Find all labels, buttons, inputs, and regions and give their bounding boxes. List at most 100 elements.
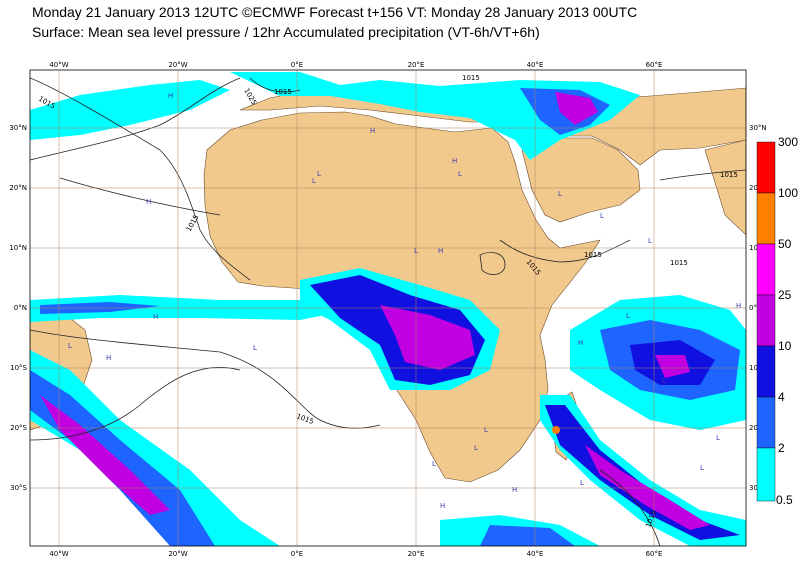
precip-atlantic-south-heavy bbox=[40, 395, 170, 515]
pressure-center: H bbox=[146, 198, 151, 206]
precip-congo-heavy bbox=[380, 305, 475, 370]
isobar-label: 1015 bbox=[584, 251, 602, 259]
field-subtitle: Surface: Mean sea level pressure / 12hr … bbox=[32, 24, 540, 40]
lon-label: 0°E bbox=[291, 61, 303, 69]
isobar bbox=[599, 469, 661, 546]
precip-mozambique-core bbox=[545, 405, 740, 540]
lat-label: 30°N bbox=[9, 124, 27, 132]
precip-atlantic-south-core bbox=[30, 370, 215, 546]
lat-labels-left: 30°N 20°N 10°N 0°N 10°S 20°S 30°S bbox=[9, 124, 27, 492]
lat-label: 10°N bbox=[9, 244, 27, 252]
lat-label: 20°S bbox=[10, 424, 27, 432]
pressure-center: L bbox=[312, 177, 316, 185]
pressure-center: L bbox=[648, 237, 652, 245]
pressure-center: L bbox=[484, 426, 488, 434]
pressure-center: L bbox=[600, 212, 604, 220]
precip-indian-heavy bbox=[655, 355, 690, 378]
colorbar-swatch bbox=[756, 192, 776, 245]
pressure-center: H bbox=[438, 247, 443, 255]
pressure-center: L bbox=[68, 342, 72, 350]
colorbar-label: 100 bbox=[778, 186, 798, 200]
lat-label: 10°S bbox=[10, 364, 27, 372]
isobar bbox=[30, 77, 251, 281]
colorbar-swatch bbox=[756, 345, 776, 398]
pressure-center: H bbox=[440, 502, 445, 510]
colorbar-label: 2 bbox=[778, 441, 785, 455]
colorbar-label: 4 bbox=[778, 390, 785, 404]
isobar-label: 1015 bbox=[462, 74, 480, 82]
pressure-center: H bbox=[512, 486, 517, 494]
pressure-center: L bbox=[700, 464, 704, 472]
colorbar-swatch bbox=[756, 396, 776, 449]
pressure-center: L bbox=[253, 344, 257, 352]
precip-max-cell bbox=[552, 426, 560, 434]
lon-labels-bottom: 40°W 20°W 0°E 20°E 40°E 60°E bbox=[49, 550, 662, 558]
pressure-center: L bbox=[474, 444, 478, 452]
precip-colorbar: 300 100 50 25 10 4 2 0.5 bbox=[756, 135, 798, 507]
isobar bbox=[30, 77, 241, 161]
pressure-center: H bbox=[106, 354, 111, 362]
pressure-center: L bbox=[317, 170, 321, 178]
lat-label: 0°N bbox=[14, 304, 27, 312]
colorbar-label: 0.5 bbox=[776, 493, 793, 507]
lon-label: 40°E bbox=[527, 550, 544, 558]
isobar bbox=[30, 366, 241, 441]
colorbar-label: 10 bbox=[778, 339, 792, 353]
map-frame bbox=[29, 69, 747, 547]
isobar bbox=[249, 77, 301, 93]
lon-label: 20°W bbox=[168, 550, 187, 558]
pressure-centers: H H H L L L L H L L H L L H L L L H L H … bbox=[68, 92, 741, 510]
graticule bbox=[30, 70, 746, 546]
lon-label: 20°W bbox=[168, 61, 187, 69]
isobar-label: 1015 bbox=[720, 171, 738, 179]
india-edge bbox=[704, 139, 746, 236]
pressure-center: H bbox=[153, 313, 158, 321]
pressure-center: L bbox=[558, 190, 562, 198]
lat-label: 30°S bbox=[10, 484, 27, 492]
isobar bbox=[479, 252, 506, 275]
colorbar-swatch bbox=[756, 294, 776, 347]
lat-label: 30°N bbox=[749, 124, 767, 132]
precip-atlantic-south bbox=[30, 350, 280, 546]
isobar-label: 1015 bbox=[670, 259, 688, 267]
pressure-center: H bbox=[168, 92, 173, 100]
colorbar-swatch bbox=[756, 243, 776, 296]
arabian-peninsula bbox=[521, 137, 641, 223]
lon-label: 0°E bbox=[291, 550, 303, 558]
precip-bottom-core bbox=[480, 525, 575, 546]
pressure-center: L bbox=[716, 434, 720, 442]
pressure-center: L bbox=[662, 377, 666, 385]
precip-northwest bbox=[30, 80, 230, 140]
lon-label: 40°W bbox=[49, 550, 68, 558]
precip-mozambique bbox=[540, 395, 746, 546]
isobar bbox=[499, 239, 631, 263]
colorbar-swatch bbox=[756, 141, 776, 194]
forecast-title: Monday 21 January 2013 12UTC ©ECMWF Fore… bbox=[32, 4, 638, 20]
lon-labels-top: 40°W 20°W 0°E 20°E 40°E 60°E bbox=[49, 61, 662, 69]
pressure-center: L bbox=[414, 247, 418, 255]
isobar bbox=[30, 329, 381, 429]
pressure-center: L bbox=[626, 312, 630, 320]
pressure-center: L bbox=[458, 170, 462, 178]
lat-label: 0°N bbox=[749, 304, 762, 312]
pressure-center: L bbox=[432, 460, 436, 468]
lon-label: 20°E bbox=[408, 550, 425, 558]
precip-field bbox=[30, 72, 746, 546]
colorbar-label: 50 bbox=[778, 237, 792, 251]
lat-label: 30 bbox=[749, 484, 758, 492]
lat-label: 20°N bbox=[9, 184, 27, 192]
pressure-center: H bbox=[370, 127, 375, 135]
pressure-center: L bbox=[580, 479, 584, 487]
pressure-center: H bbox=[452, 157, 457, 165]
pressure-center: H bbox=[578, 339, 583, 347]
lon-label: 40°E bbox=[527, 61, 544, 69]
isobar bbox=[659, 169, 746, 181]
precip-north-heavy bbox=[555, 92, 598, 125]
precip-itcz-atlantic bbox=[30, 295, 340, 322]
lon-label: 20°E bbox=[408, 61, 425, 69]
lon-label: 60°E bbox=[646, 61, 663, 69]
isobar bbox=[59, 177, 221, 216]
isobar-label: 1015 bbox=[274, 88, 292, 96]
colorbar-label: 300 bbox=[778, 135, 798, 149]
